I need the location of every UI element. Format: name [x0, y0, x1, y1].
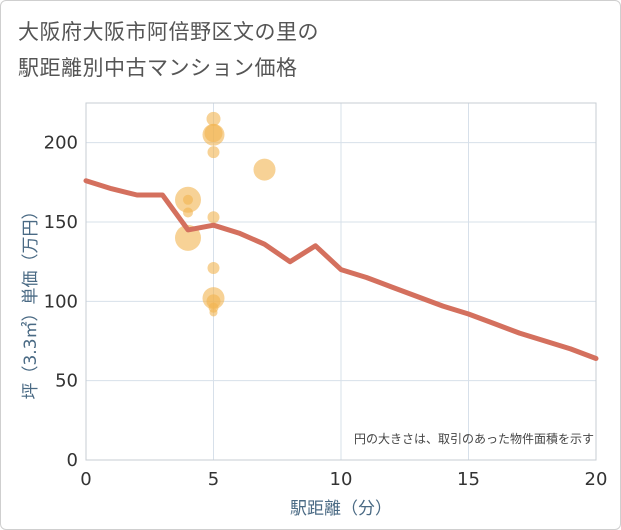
bubble-size-note: 円の大きさは、取引のあった物件面積を示す: [354, 431, 594, 446]
x-tick-label: 10: [330, 469, 353, 490]
price-trend-line: [83, 178, 599, 361]
bubble-point: [175, 224, 201, 251]
x-axis-label: 駅距離（分）: [290, 499, 392, 519]
bubble-point: [209, 308, 218, 317]
y-tick-label: 50: [55, 371, 78, 392]
bubble-point: [206, 111, 221, 126]
x-tick-label: 20: [585, 469, 608, 490]
bubble-point: [207, 262, 220, 275]
grid-lines: [85, 103, 597, 461]
bubble-point: [207, 211, 220, 224]
bubble-point: [207, 146, 220, 159]
plot-area-border: [85, 102, 597, 461]
bubble-series: [175, 111, 276, 317]
bubble-point: [253, 158, 276, 181]
y-tick-label: 100: [44, 291, 78, 312]
y-tick-label: 0: [67, 450, 78, 471]
y-tick-label: 150: [44, 212, 78, 233]
x-tick-labels: 0 5 10 15 20: [80, 469, 607, 490]
chart-title-line1: 大阪府大阪市阿倍野区文の里の: [18, 20, 319, 44]
chart-title-line2: 駅距離別中古マンション価格: [18, 56, 298, 80]
bubble-point: [183, 194, 193, 205]
x-tick-label: 15: [457, 469, 480, 490]
y-tick-labels: 0 50 100 150 200: [44, 133, 78, 471]
x-tick-label: 0: [80, 469, 91, 490]
chart-title: 大阪府大阪市阿倍野区文の里の 駅距離別中古マンション価格: [18, 14, 319, 86]
bubble-point: [183, 207, 193, 218]
y-axis-label: 坪（3.3㎡）単価（万円）: [21, 202, 41, 399]
bubble-point: [202, 123, 225, 146]
x-tick-label: 5: [208, 469, 219, 490]
y-tick-label: 200: [44, 133, 78, 154]
